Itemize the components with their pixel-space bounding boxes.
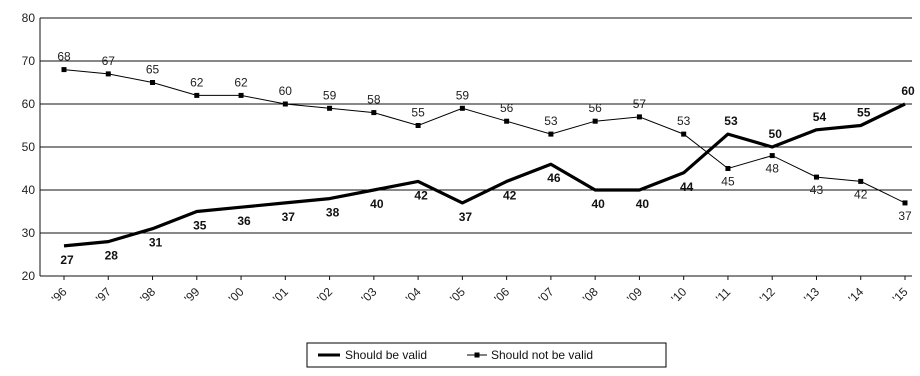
x-tick-label: '14	[845, 284, 866, 305]
data-label-should-be-valid: 35	[193, 219, 207, 233]
data-label-should-not-be-valid: 53	[544, 114, 558, 128]
x-tick-label: '04	[403, 284, 424, 305]
data-label-should-be-valid: 28	[105, 249, 119, 263]
point-marker-should-not-be-valid	[813, 174, 819, 180]
point-marker-should-not-be-valid	[194, 92, 200, 98]
x-tick-label: '08	[580, 284, 601, 305]
legend: Should be valid Should not be valid	[306, 342, 667, 368]
data-label-should-be-valid: 31	[149, 236, 163, 250]
data-label-should-not-be-valid: 59	[323, 88, 337, 102]
data-label-should-be-valid: 42	[503, 188, 517, 202]
series-line-should-be-valid	[63, 102, 906, 248]
y-tick-label: 50	[22, 140, 36, 154]
data-label-should-not-be-valid: 65	[146, 63, 160, 77]
x-tick-label: '09	[624, 284, 645, 305]
point-marker-should-not-be-valid	[636, 114, 642, 120]
point-marker-should-not-be-valid	[105, 71, 111, 77]
point-marker-should-not-be-valid	[858, 178, 864, 184]
data-label-should-not-be-valid: 57	[633, 97, 647, 111]
x-tick-label: '02	[314, 284, 335, 305]
x-tick-label: '07	[536, 284, 557, 305]
x-tick-label: '10	[668, 284, 689, 305]
point-marker-should-not-be-valid	[327, 105, 333, 111]
data-labels: 68 67 65 62 62 60 59 58 55 59 56 53 56 57 53 45 48 43 42 37…	[57, 50, 915, 267]
x-tick-label: '12	[757, 284, 778, 305]
data-label-should-be-valid: 37	[459, 210, 473, 224]
data-label-should-be-valid: 40	[591, 197, 605, 211]
x-tick-label: '98	[137, 284, 158, 305]
legend-label-should-be-valid: Should be valid	[345, 348, 427, 362]
x-axis-ticks: '96 '97 '98 '99 '00 '01 '02 '03 '04 '05 '06 '07 '08 '…	[49, 276, 911, 306]
data-label-should-not-be-valid: 56	[588, 101, 602, 115]
data-label-should-not-be-valid: 62	[190, 75, 204, 89]
data-label-should-be-valid: 50	[769, 127, 783, 141]
point-marker-should-not-be-valid	[282, 101, 288, 107]
data-label-should-not-be-valid: 60	[279, 84, 293, 98]
x-tick-label: '01	[270, 284, 291, 305]
data-label-should-be-valid: 40	[636, 197, 650, 211]
x-tick-label: '00	[226, 284, 247, 305]
legend-label-should-not-be-valid: Should not be valid	[491, 348, 593, 362]
data-label-should-be-valid: 38	[326, 206, 340, 220]
legend-marker-should-not-be-valid	[474, 352, 480, 358]
x-tick-label: '97	[93, 284, 114, 305]
point-marker-should-not-be-valid	[150, 80, 156, 85]
series-lines	[61, 67, 908, 248]
x-tick-label: '15	[890, 284, 911, 305]
point-marker-should-not-be-valid	[61, 67, 67, 73]
gridlines	[39, 17, 912, 277]
y-tick-label: 70	[22, 54, 36, 68]
data-label-should-be-valid: 40	[370, 197, 384, 211]
y-axis-ticks: 20 30 40 50 60 70 80	[22, 11, 36, 283]
data-label-should-not-be-valid: 55	[411, 106, 425, 120]
point-marker-should-not-be-valid	[681, 131, 687, 137]
data-label-should-be-valid: 42	[414, 188, 428, 202]
data-label-should-be-valid: 60	[901, 84, 915, 98]
data-label-should-not-be-valid: 37	[898, 209, 912, 223]
point-marker-should-not-be-valid	[769, 153, 775, 159]
point-marker-should-not-be-valid	[592, 118, 598, 124]
data-label-should-not-be-valid: 68	[57, 50, 71, 64]
point-marker-should-not-be-valid	[902, 200, 908, 206]
data-label-should-not-be-valid: 58	[367, 93, 381, 107]
data-label-should-not-be-valid: 56	[500, 101, 514, 115]
x-tick-label: '13	[801, 284, 822, 305]
data-label-should-be-valid: 44	[680, 180, 694, 194]
data-label-should-not-be-valid: 53	[677, 114, 691, 128]
y-tick-label: 20	[22, 269, 36, 283]
data-label-should-be-valid: 55	[857, 106, 871, 120]
data-label-should-not-be-valid: 67	[102, 54, 116, 68]
series-line-should-not-be-valid	[63, 69, 906, 204]
x-tick-label: '99	[181, 284, 202, 305]
x-tick-label: '96	[49, 284, 70, 305]
point-marker-should-not-be-valid	[459, 105, 465, 111]
point-marker-should-not-be-valid	[415, 123, 421, 128]
x-tick-label: '03	[359, 284, 380, 305]
x-tick-label: '05	[447, 284, 468, 305]
data-label-should-not-be-valid: 43	[810, 183, 824, 197]
point-marker-should-not-be-valid	[238, 92, 244, 98]
y-tick-label: 40	[22, 183, 36, 197]
data-label-should-not-be-valid: 59	[456, 88, 470, 102]
x-tick-label: '11	[713, 285, 734, 306]
y-tick-label: 60	[22, 97, 36, 111]
data-label-should-be-valid: 54	[813, 110, 827, 124]
point-marker-should-not-be-valid	[548, 131, 554, 137]
data-label-should-be-valid: 36	[237, 214, 251, 228]
data-label-should-not-be-valid: 45	[721, 175, 735, 189]
data-label-should-be-valid: 53	[724, 114, 738, 128]
y-tick-label: 80	[22, 11, 36, 25]
y-tick-label: 30	[22, 226, 36, 240]
data-label-should-be-valid: 46	[547, 171, 561, 185]
point-marker-should-not-be-valid	[371, 110, 377, 116]
data-label-should-not-be-valid: 48	[766, 162, 780, 176]
data-label-should-not-be-valid: 62	[234, 75, 248, 89]
data-label-should-not-be-valid: 42	[854, 187, 868, 201]
data-label-should-be-valid: 27	[60, 253, 74, 267]
point-marker-should-not-be-valid	[504, 118, 510, 124]
x-tick-label: '06	[491, 284, 512, 305]
data-label-should-be-valid: 37	[282, 210, 296, 224]
point-marker-should-not-be-valid	[725, 166, 731, 171]
